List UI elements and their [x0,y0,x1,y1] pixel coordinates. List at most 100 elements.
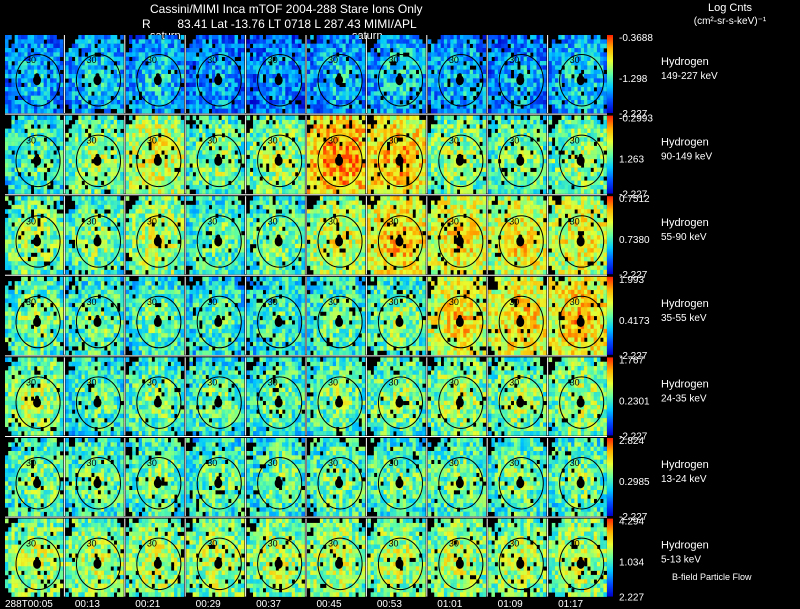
pixel [600,78,604,83]
pixel [199,124,203,129]
pixel [154,61,159,66]
pixel [53,145,57,151]
pixel [590,65,595,70]
pixel [466,78,470,83]
pixel [138,132,143,138]
pixel [218,154,222,160]
pixel [148,119,152,125]
flow-marker [155,73,160,78]
pixel [265,128,270,134]
saturn-label: saturn [352,30,383,42]
pixel [580,65,585,70]
pixel [161,145,165,151]
pixel [164,128,168,134]
pixel [380,154,384,160]
pixel [393,119,397,125]
pixel [269,56,273,62]
pixel [43,43,48,49]
pixel [373,128,378,134]
pixel [285,78,289,83]
pixel [97,69,102,75]
pixel [78,95,82,101]
pixel [5,43,9,49]
pixel [593,61,598,66]
pixel [224,171,229,177]
pixel [151,150,156,155]
pixel [422,82,426,88]
pixel [282,91,286,96]
pixel [125,52,130,57]
pixel [402,39,407,44]
pixel [316,52,321,57]
pixel [310,171,314,177]
pixel [342,184,346,190]
pixel [84,91,89,96]
pixel [355,65,359,70]
pixel [313,69,317,75]
pixel [116,128,121,134]
pixel [326,74,330,79]
pixel [310,176,314,181]
pixel [479,43,483,49]
pixel [329,87,334,92]
pixel [386,52,391,57]
pixel [211,35,216,40]
pixel [24,65,28,70]
pixel [584,61,588,66]
pixel [373,95,378,101]
pixel [218,141,222,147]
pixel [129,167,133,173]
pixel [65,176,69,181]
pixel [195,141,200,147]
pixel [326,104,330,109]
pixel [125,82,130,88]
pixel [158,158,162,164]
pixel [298,95,302,101]
pixel [104,69,108,75]
pixel [593,39,598,44]
pixel [65,61,69,66]
pixel [278,48,283,53]
pixel [348,158,353,164]
pixel [205,108,210,114]
pixel [129,180,133,186]
pixel [100,137,105,142]
pixel [75,189,79,194]
pixel [27,184,32,190]
pixel [551,69,556,75]
pixel [571,87,575,92]
pixel [564,100,569,105]
pixel [355,87,359,92]
pixel [326,189,330,194]
pixel [336,132,340,138]
pixel [27,48,32,53]
pixel [342,163,346,168]
pixel [110,167,115,173]
pixel [154,104,159,109]
pixel [205,163,210,168]
pixel [342,150,346,155]
pixel [151,65,156,70]
pixel [352,65,356,70]
pixel [288,87,293,92]
pixel [17,91,22,96]
pixel [46,52,51,57]
pixel [456,100,461,105]
pixel [323,119,327,125]
pixel [536,95,541,101]
pixel [577,74,582,79]
pixel [211,104,216,109]
pixel [138,39,143,44]
pixel [517,43,521,49]
pixel [218,61,222,66]
pixel [396,150,400,155]
pixel [358,119,363,125]
pixel [170,65,175,70]
pixel [234,163,239,168]
pixel [352,132,356,138]
pixel [180,180,185,186]
pixel [11,43,15,49]
pixel [228,35,232,40]
pixel [380,141,384,147]
pixel [316,65,321,70]
